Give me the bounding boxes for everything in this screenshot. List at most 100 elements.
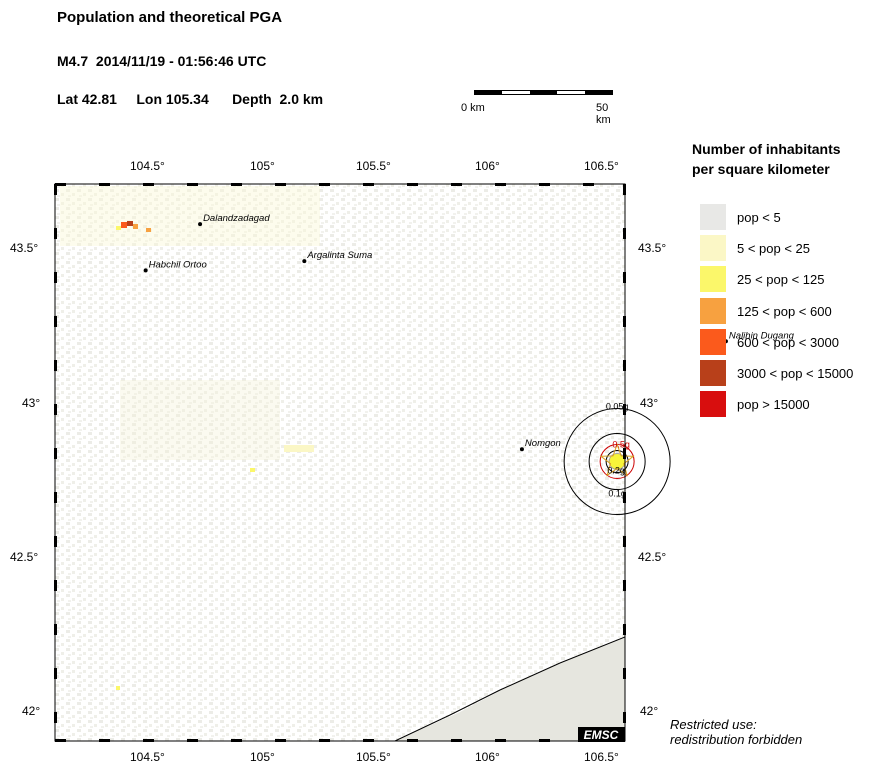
scale-bar: 0 km 50 km	[461, 90, 614, 126]
lat-tick-left: 42°	[22, 704, 41, 718]
usage-note: Restricted use: redistribution forbidden	[670, 717, 802, 747]
lon-tick-top: 105°	[250, 159, 275, 173]
frame-tick	[55, 739, 66, 742]
pga-ring-label: 0.1g	[608, 489, 626, 499]
legend-label: 3000 < pop < 15000	[737, 365, 854, 381]
emsc-logo: EMSC	[578, 727, 625, 742]
frame-tick	[623, 712, 626, 723]
frame-tick	[623, 624, 626, 635]
frame-tick	[539, 183, 550, 186]
frame-tick	[623, 184, 626, 195]
lat-tick-right: 43°	[640, 396, 659, 410]
lon-tick-bottom: 106.5°	[584, 750, 619, 764]
legend-swatch	[700, 298, 726, 324]
lat-tick-right: 43.5°	[638, 241, 667, 255]
legend-swatch	[700, 235, 726, 261]
frame-tick	[231, 183, 242, 186]
population-layer	[55, 184, 625, 741]
frame-tick	[231, 739, 242, 742]
lat-tick-left: 43.5°	[10, 241, 39, 255]
lon-tick-bottom: 105.5°	[356, 750, 391, 764]
lon-tick-top: 104.5°	[130, 159, 165, 173]
map-frame-ticks	[54, 183, 626, 742]
frame-tick	[623, 448, 626, 459]
frame-tick	[451, 739, 462, 742]
frame-tick	[54, 448, 57, 459]
place-label: Nalihin Dugang	[729, 330, 795, 341]
frame-tick	[54, 492, 57, 503]
frame-tick	[623, 360, 626, 371]
lon-tick-bottom: 106°	[475, 750, 500, 764]
frame-tick	[55, 183, 66, 186]
frame-tick	[623, 668, 626, 679]
frame-tick	[54, 184, 57, 195]
legend-label: 600 < pop < 3000	[737, 334, 839, 350]
frame-tick	[99, 183, 110, 186]
pga-ring	[605, 450, 629, 474]
frame-tick	[54, 536, 57, 547]
lat-tick-left: 42.5°	[10, 550, 39, 564]
legend-swatch	[700, 391, 726, 417]
legend-item: 600 < pop < 3000	[700, 329, 839, 355]
frame-tick	[143, 183, 154, 186]
place-label: Nomgon	[525, 438, 561, 449]
frame-tick	[623, 536, 626, 547]
legend-swatch	[700, 266, 726, 292]
pga-rings: 0.05g 0.1g 0.2g 0.5g	[563, 402, 671, 516]
legend-swatch	[700, 360, 726, 386]
frame-tick	[54, 580, 57, 591]
frame-tick	[495, 183, 506, 186]
frame-tick	[54, 404, 57, 415]
frame-tick	[54, 360, 57, 371]
legend-item: pop < 5	[700, 204, 781, 230]
frame-tick	[623, 228, 626, 239]
lon-tick-bottom: 104.5°	[130, 750, 165, 764]
scale-right-label: 50 km	[596, 102, 611, 126]
frame-tick	[583, 183, 594, 186]
pga-ring	[588, 433, 646, 491]
lat-tick-right: 42.5°	[638, 550, 667, 564]
emsc-logo-text: EMSC	[584, 728, 619, 742]
frame-tick	[99, 739, 110, 742]
frame-tick	[54, 272, 57, 283]
frame-tick	[623, 580, 626, 591]
legend-title: Number of inhabitants per square kilomet…	[692, 139, 841, 179]
frame-tick	[319, 183, 330, 186]
frame-tick	[623, 316, 626, 327]
place-marker	[198, 222, 203, 227]
frame-tick	[623, 492, 626, 503]
frame-tick	[539, 739, 550, 742]
place-marker	[302, 259, 307, 264]
usage-note-line2: redistribution forbidden	[670, 732, 803, 747]
legend-label: pop > 15000	[737, 396, 810, 412]
legend-item: 3000 < pop < 15000	[700, 360, 853, 386]
frame-tick	[187, 183, 198, 186]
pga-ring	[563, 408, 671, 516]
pga-ring-label: 0.2g	[607, 466, 625, 476]
legend-label: 25 < pop < 125	[737, 271, 825, 287]
frame-tick	[407, 739, 418, 742]
frame-tick	[319, 739, 330, 742]
map-frame	[54, 183, 626, 742]
lat-tick-left: 43°	[22, 396, 41, 410]
pga-ring-label: 0.5g	[612, 440, 630, 450]
event-info: M4.7 2014/11/19 - 01:56:46 UTC	[57, 53, 267, 69]
place-label: Argalinta Suma	[306, 250, 372, 261]
lon-tick-top: 105.5°	[356, 159, 391, 173]
lat-tick-right: 42°	[640, 704, 659, 718]
scale-left-label: 0 km	[461, 102, 485, 114]
legend-item: 5 < pop < 25	[700, 235, 810, 261]
legend-item: 125 < pop < 600	[700, 298, 832, 324]
frame-tick	[275, 739, 286, 742]
legend-title-line1: Number of inhabitants	[692, 141, 841, 157]
frame-tick	[54, 228, 57, 239]
lon-tick-top: 106°	[475, 159, 500, 173]
legend-swatch	[700, 204, 726, 230]
legend-item: 25 < pop < 125	[700, 266, 824, 292]
frame-tick	[363, 739, 374, 742]
places-layer: Dalandzadagad Argalinta Suma Habchil Ortoo…	[143, 213, 795, 452]
frame-tick	[54, 316, 57, 327]
place-label: Habchil Ortoo	[149, 259, 207, 270]
frame-tick	[275, 183, 286, 186]
